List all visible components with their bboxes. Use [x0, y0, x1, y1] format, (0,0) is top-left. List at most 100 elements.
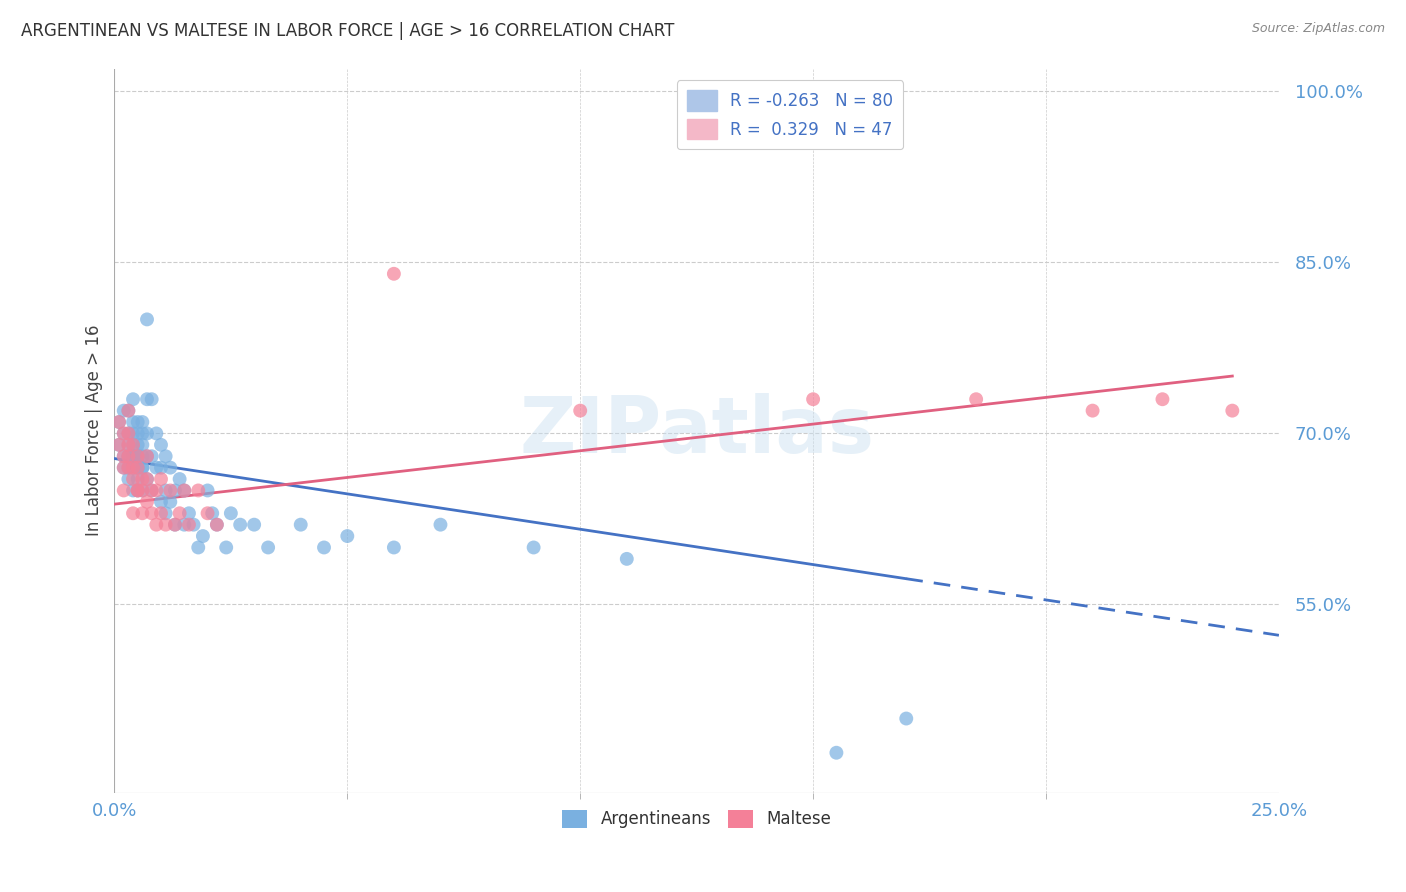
Point [219, 506, 242, 520]
Point [187, 541, 209, 555]
Legend: Argentineans, Maltese: Argentineans, Maltese [555, 803, 838, 835]
Point [112, 483, 135, 498]
Point [122, 483, 145, 498]
Point [131, 426, 153, 441]
Point [117, 460, 139, 475]
Point [136, 495, 159, 509]
Point [136, 472, 159, 486]
Point [131, 460, 153, 475]
Point [150, 506, 173, 520]
Point [159, 460, 181, 475]
Point [336, 529, 359, 543]
Point [382, 541, 405, 555]
Point [122, 472, 145, 486]
Point [127, 483, 149, 498]
Point [169, 506, 191, 520]
Point [145, 460, 167, 475]
Point [257, 541, 280, 555]
Point [117, 438, 139, 452]
Point [136, 312, 159, 326]
Point [127, 449, 149, 463]
Point [145, 483, 167, 498]
Point [150, 472, 173, 486]
Point [215, 541, 238, 555]
Point [187, 483, 209, 498]
Point [127, 438, 149, 452]
Point [382, 267, 405, 281]
Point [177, 506, 200, 520]
Point [127, 426, 149, 441]
Point [122, 438, 145, 452]
Point [616, 552, 638, 566]
Point [163, 517, 186, 532]
Point [825, 746, 848, 760]
Point [108, 438, 131, 452]
Point [117, 472, 139, 486]
Point [159, 483, 181, 498]
Point [117, 403, 139, 417]
Point [173, 517, 195, 532]
Point [112, 460, 135, 475]
Point [112, 426, 135, 441]
Point [127, 449, 149, 463]
Point [173, 483, 195, 498]
Point [136, 472, 159, 486]
Point [229, 517, 252, 532]
Point [112, 449, 135, 463]
Point [141, 449, 163, 463]
Point [141, 483, 163, 498]
Point [243, 517, 266, 532]
Point [122, 449, 145, 463]
Point [205, 517, 228, 532]
Point [108, 415, 131, 429]
Point [136, 449, 159, 463]
Point [429, 517, 451, 532]
Point [155, 449, 177, 463]
Point [122, 506, 145, 520]
Point [801, 392, 824, 407]
Point [131, 449, 153, 463]
Point [117, 438, 139, 452]
Point [131, 506, 153, 520]
Point [122, 426, 145, 441]
Point [1081, 403, 1104, 417]
Point [150, 438, 173, 452]
Text: ZIPatlas: ZIPatlas [519, 392, 875, 468]
Point [1220, 403, 1243, 417]
Point [1152, 392, 1174, 407]
Point [122, 415, 145, 429]
Point [127, 483, 149, 498]
Point [117, 449, 139, 463]
Point [117, 449, 139, 463]
Point [183, 517, 205, 532]
Point [965, 392, 987, 407]
Point [173, 483, 195, 498]
Point [896, 712, 918, 726]
Point [141, 483, 163, 498]
Point [127, 415, 149, 429]
Point [122, 438, 145, 452]
Point [108, 438, 131, 452]
Point [131, 483, 153, 498]
Point [145, 426, 167, 441]
Point [136, 392, 159, 407]
Point [131, 460, 153, 475]
Point [117, 449, 139, 463]
Point [117, 426, 139, 441]
Point [136, 426, 159, 441]
Point [122, 460, 145, 475]
Point [169, 472, 191, 486]
Point [122, 449, 145, 463]
Point [201, 506, 224, 520]
Point [122, 392, 145, 407]
Point [122, 460, 145, 475]
Point [112, 403, 135, 417]
Point [197, 483, 219, 498]
Text: Source: ZipAtlas.com: Source: ZipAtlas.com [1251, 22, 1385, 36]
Point [131, 438, 153, 452]
Point [108, 415, 131, 429]
Point [127, 472, 149, 486]
Point [131, 472, 153, 486]
Point [112, 449, 135, 463]
Point [141, 506, 163, 520]
